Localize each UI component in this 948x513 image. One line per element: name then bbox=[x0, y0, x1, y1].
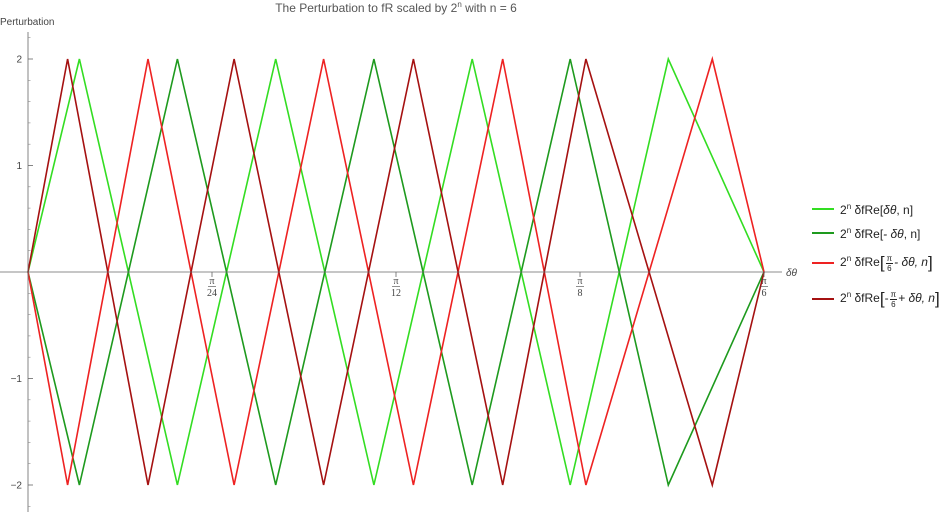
legend-item: 2n δfRe[δθ, n] bbox=[812, 198, 940, 220]
legend: 2n δfRe[δθ, n] 2n δfRe[- δθ, n] 2n δfRe[… bbox=[812, 198, 940, 318]
legend-swatch bbox=[812, 232, 834, 234]
legend-swatch bbox=[812, 298, 834, 300]
chart-title: The Perturbation to fR scaled by 2n with… bbox=[275, 0, 517, 15]
x-tick-label-den: 24 bbox=[207, 288, 217, 299]
y-tick-label: 1 bbox=[16, 161, 22, 172]
legend-swatch bbox=[812, 208, 834, 210]
legend-item: 2n δfRe[- δθ, n] bbox=[812, 222, 940, 244]
x-axis-label: δθ bbox=[786, 268, 798, 279]
x-tick-label-num: π bbox=[761, 276, 766, 287]
x-tick-label-num: π bbox=[393, 276, 398, 287]
y-tick-label: −2 bbox=[11, 481, 23, 492]
legend-item: 2n δfRe[π 6- δθ, n] bbox=[812, 246, 940, 280]
legend-swatch bbox=[812, 262, 834, 264]
series-line-1 bbox=[27, 56, 765, 486]
x-tick-label-den: 12 bbox=[391, 288, 401, 299]
y-axis-label: Perturbation bbox=[0, 17, 54, 28]
y-tick-label: 2 bbox=[16, 55, 22, 66]
x-tick-label-den: 8 bbox=[578, 288, 583, 299]
legend-label: 2n δfRe[- δθ, n] bbox=[840, 225, 921, 241]
series-line-2 bbox=[27, 58, 765, 488]
y-tick-label: −1 bbox=[11, 374, 23, 385]
x-tick-label-den: 6 bbox=[762, 288, 767, 299]
legend-label: 2n δfRe[δθ, n] bbox=[840, 201, 914, 217]
legend-label: 2n δfRe[- π 6 + δθ, n] bbox=[840, 289, 940, 309]
x-tick-label-num: π bbox=[577, 276, 582, 287]
legend-label: 2n δfRe[π 6- δθ, n] bbox=[840, 253, 933, 273]
x-tick-label-num: π bbox=[209, 276, 214, 287]
legend-item: 2n δfRe[- π 6 + δθ, n] bbox=[812, 282, 940, 316]
